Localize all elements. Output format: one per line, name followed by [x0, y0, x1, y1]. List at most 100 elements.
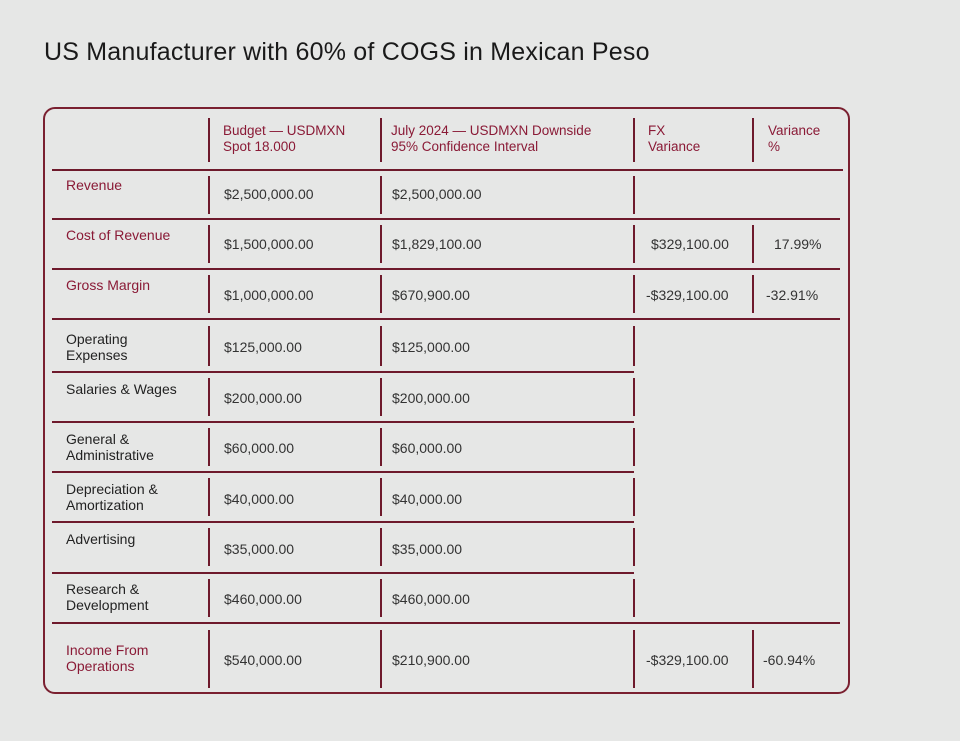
cell-july-advertising: $35,000.00 — [392, 541, 463, 557]
cell-fx-income-from-operations: -$329,100.00 — [646, 652, 729, 668]
row-label-line1: Income From — [66, 642, 149, 658]
cell-divider — [208, 275, 210, 313]
cell-var-cost-of-revenue: 17.99% — [774, 236, 822, 252]
header-var-line1: Variance — [768, 123, 821, 138]
header-divider — [380, 118, 382, 162]
row-label-general-administrative: General & Administrative — [66, 431, 154, 463]
cell-divider — [752, 225, 754, 263]
cell-divider — [633, 176, 635, 214]
header-divider — [208, 118, 210, 162]
cell-divider — [380, 428, 382, 466]
cell-divider — [633, 275, 635, 313]
cell-divider — [752, 275, 754, 313]
cell-divider — [752, 630, 754, 688]
row-divider — [52, 268, 840, 270]
row-label-income-from-operations: Income From Operations — [66, 642, 148, 674]
financial-table-card — [43, 107, 850, 694]
cell-budget-income-from-operations: $540,000.00 — [224, 652, 302, 668]
cell-july-general-administrative: $60,000.00 — [392, 440, 463, 456]
row-label-advertising: Advertising — [66, 531, 136, 547]
cell-budget-salaries-wages: $200,000.00 — [224, 390, 302, 406]
header-budget-line2: Spot 18.000 — [223, 139, 296, 154]
cell-divider — [633, 579, 635, 617]
cell-divider — [208, 326, 210, 366]
row-label-revenue: Revenue — [66, 177, 123, 193]
cell-divider — [208, 176, 210, 214]
row-divider — [52, 471, 634, 473]
row-divider — [52, 169, 843, 171]
row-divider — [52, 622, 840, 624]
row-label-line2: Amortization — [66, 497, 144, 513]
cell-budget-operating-expenses: $125,000.00 — [224, 339, 302, 355]
row-label-line2: Operations — [66, 658, 135, 674]
cell-var-gross-margin: -32.91% — [766, 287, 819, 303]
header-var-line2: % — [768, 139, 781, 154]
cell-divider — [208, 428, 210, 466]
cell-budget-gross-margin: $1,000,000.00 — [224, 287, 314, 303]
cell-divider — [633, 528, 635, 566]
row-label-cost-of-revenue: Cost of Revenue — [66, 227, 171, 243]
cell-divider — [380, 478, 382, 516]
row-divider — [52, 218, 840, 220]
cell-divider — [380, 528, 382, 566]
row-label-line1: Depreciation & — [66, 481, 158, 497]
row-label-line1: Research & — [66, 581, 140, 597]
cell-divider — [633, 630, 635, 688]
cell-divider — [633, 478, 635, 516]
header-july-line2: 95% Confidence Interval — [391, 139, 539, 154]
cell-divider — [380, 326, 382, 366]
cell-divider — [208, 378, 210, 416]
header-july: July 2024 — USDMXN Downside 95% Confiden… — [391, 123, 591, 155]
header-fx-line1: FX — [648, 123, 666, 138]
header-divider — [752, 118, 754, 162]
row-label-line2: Expenses — [66, 347, 128, 363]
cell-july-income-from-operations: $210,900.00 — [392, 652, 470, 668]
row-label-depreciation-amortization: Depreciation & Amortization — [66, 481, 158, 513]
cell-divider — [208, 630, 210, 688]
cell-july-research-development: $460,000.00 — [392, 591, 470, 607]
row-label-operating-expenses: Operating Expenses — [66, 331, 127, 363]
cell-july-cost-of-revenue: $1,829,100.00 — [392, 236, 482, 252]
cell-fx-gross-margin: -$329,100.00 — [646, 287, 729, 303]
cell-july-operating-expenses: $125,000.00 — [392, 339, 470, 355]
row-divider — [52, 421, 634, 423]
cell-july-gross-margin: $670,900.00 — [392, 287, 470, 303]
row-label-line2: Development — [66, 597, 149, 613]
cell-divider — [633, 428, 635, 466]
row-divider — [52, 371, 634, 373]
row-label-line1: General & — [66, 431, 130, 447]
cell-budget-cost-of-revenue: $1,500,000.00 — [224, 236, 314, 252]
cell-divider — [380, 176, 382, 214]
header-budget: Budget — USDMXN Spot 18.000 — [223, 123, 345, 155]
cell-july-depreciation-amortization: $40,000.00 — [392, 491, 463, 507]
row-divider — [52, 318, 840, 320]
cell-divider — [208, 478, 210, 516]
header-variance-pct: Variance % — [768, 123, 820, 155]
header-divider — [633, 118, 635, 162]
cell-divider — [380, 579, 382, 617]
row-label-gross-margin: Gross Margin — [66, 277, 151, 293]
cell-budget-research-development: $460,000.00 — [224, 591, 302, 607]
cell-divider — [380, 275, 382, 313]
cell-fx-cost-of-revenue: $329,100.00 — [651, 236, 729, 252]
cell-divider — [380, 630, 382, 688]
row-divider — [52, 521, 634, 523]
cell-july-revenue: $2,500,000.00 — [392, 186, 482, 202]
header-budget-line1: Budget — USDMXN — [223, 123, 346, 138]
cell-divider — [208, 579, 210, 617]
header-fx-line2: Variance — [648, 139, 701, 154]
cell-divider — [380, 378, 382, 416]
cell-budget-revenue: $2,500,000.00 — [224, 186, 314, 202]
row-divider — [52, 572, 634, 574]
header-fx-variance: FX Variance — [648, 123, 700, 155]
cell-budget-depreciation-amortization: $40,000.00 — [224, 491, 295, 507]
cell-divider — [208, 528, 210, 566]
row-label-salaries-wages: Salaries & Wages — [66, 381, 177, 397]
row-label-line2: Administrative — [66, 447, 154, 463]
cell-divider — [380, 225, 382, 263]
cell-divider — [633, 225, 635, 263]
cell-budget-advertising: $35,000.00 — [224, 541, 295, 557]
row-label-line1: Operating — [66, 331, 128, 347]
row-label-research-development: Research & Development — [66, 581, 149, 613]
cell-divider — [633, 326, 635, 366]
